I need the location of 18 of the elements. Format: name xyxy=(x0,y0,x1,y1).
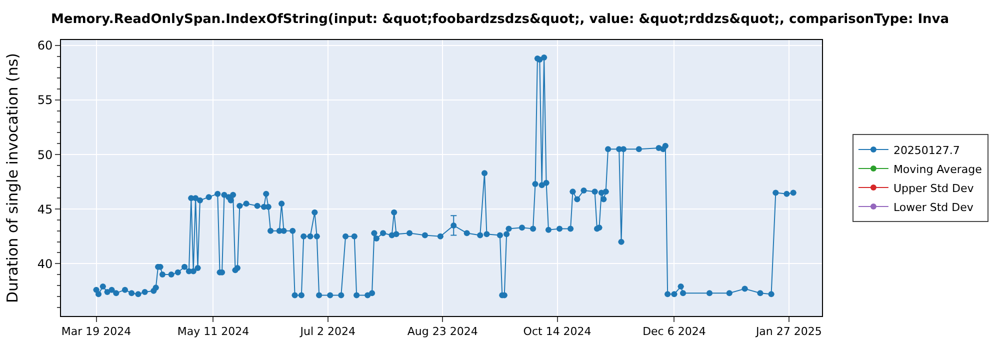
y-axis-title: Duration of single invocation (ns) xyxy=(4,52,22,304)
x-tick-label: Oct 14 2024 xyxy=(523,325,592,338)
y-tick-label: 60 xyxy=(37,38,53,53)
x-tick-label: May 11 2024 xyxy=(177,325,250,338)
x-tick-label: Mar 19 2024 xyxy=(61,325,132,338)
x-tick-label: Jul 2 2024 xyxy=(299,325,356,338)
y-tick-label: 50 xyxy=(37,148,53,162)
x-tick-label: Jan 27 2025 xyxy=(754,325,822,338)
chart-title: Memory.ReadOnlySpan.IndexOfString(input: &quot;foobardzsdzs&quot;, value: &quot;rddzs&quot;, comparisonType: Inva xyxy=(50,12,950,28)
x-tick-label: Aug 23 2024 xyxy=(407,325,478,338)
legend-label: Upper Std Dev xyxy=(893,182,974,195)
x-tick-label: Dec 6 2024 xyxy=(642,325,706,338)
y-tick-label: 45 xyxy=(37,202,53,216)
legend-label: Lower Std Dev xyxy=(893,200,974,214)
y-tick-label: 55 xyxy=(37,93,53,108)
legend-label: 20250127.7 xyxy=(893,144,960,157)
y-tick-label: 40 xyxy=(37,256,53,271)
legend-label: Moving Average xyxy=(893,162,982,176)
